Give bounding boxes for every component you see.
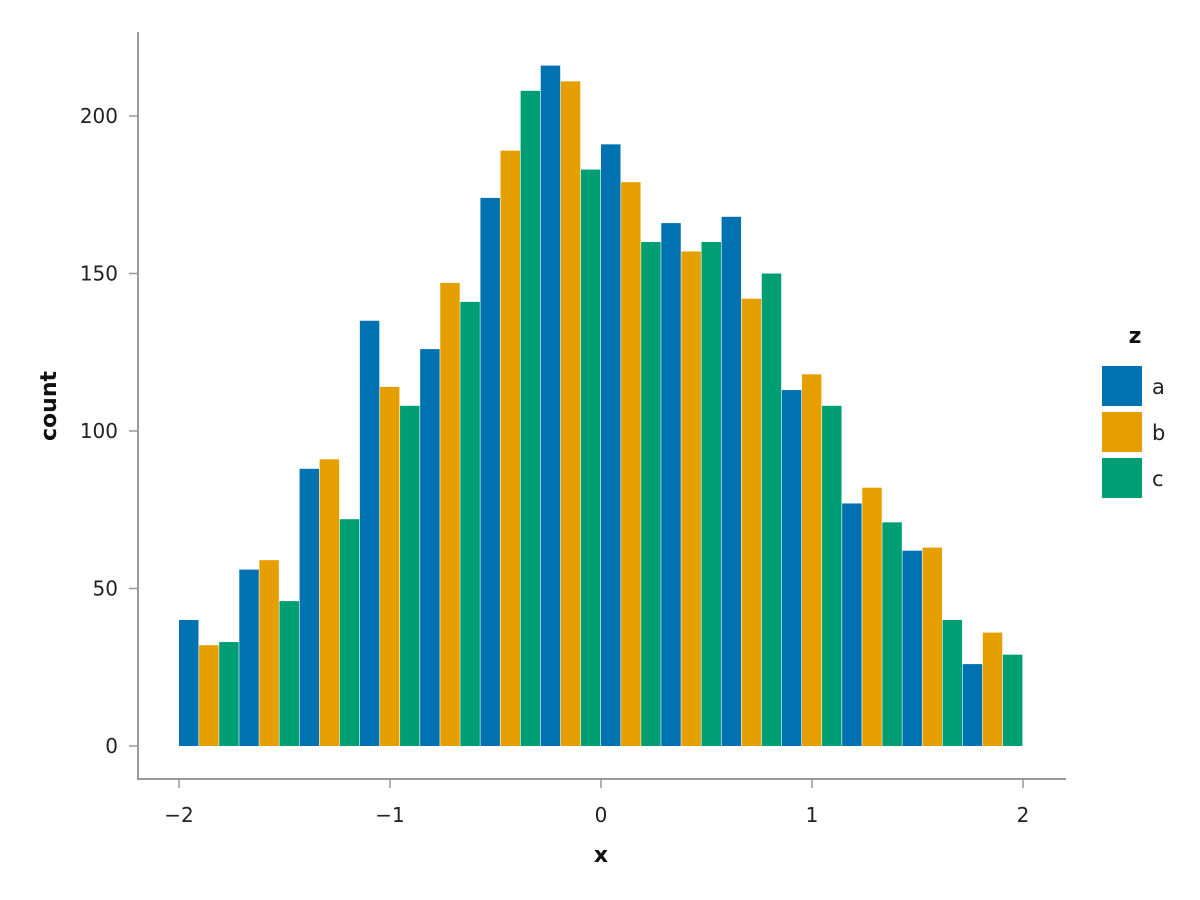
x-axis-title: x xyxy=(594,843,608,868)
bar-a-bin-1 xyxy=(239,569,259,746)
x-tick-label-4: 2 xyxy=(1017,803,1030,827)
y-tick-label-4: 200 xyxy=(80,104,118,128)
bar-c-bin-9 xyxy=(761,273,782,746)
y-tick-label-2: 100 xyxy=(80,419,118,443)
bars-layer xyxy=(179,65,1023,747)
bar-c-bin-13 xyxy=(1002,654,1023,746)
legend-items: abc xyxy=(1102,366,1165,498)
x-tick-label-3: 1 xyxy=(806,803,819,827)
bar-c-bin-12 xyxy=(942,620,963,746)
axis-spine xyxy=(137,32,1066,780)
bar-b-bin-2 xyxy=(319,459,340,746)
bar-b-bin-9 xyxy=(741,298,762,746)
y-tick-label-1: 50 xyxy=(93,577,118,601)
legend: z abc xyxy=(1102,324,1165,498)
bar-a-bin-2 xyxy=(299,468,320,746)
bar-c-bin-6 xyxy=(580,169,601,747)
bar-b-bin-6 xyxy=(560,81,581,747)
bar-a-bin-13 xyxy=(962,664,983,746)
bar-a-bin-6 xyxy=(540,65,561,747)
bar-b-bin-1 xyxy=(259,560,279,746)
legend-swatch-b xyxy=(1102,412,1142,452)
bar-c-bin-10 xyxy=(822,405,842,746)
bar-a-bin-5 xyxy=(480,197,500,746)
bar-a-bin-11 xyxy=(842,503,862,746)
bar-a-bin-3 xyxy=(359,320,380,746)
bar-a-bin-12 xyxy=(902,550,922,746)
legend-title: z xyxy=(1129,324,1142,349)
y-axis-ticks: 0 50 100 150 200 xyxy=(80,104,138,758)
bar-c-bin-11 xyxy=(882,522,902,746)
y-tick-label-0: 0 xyxy=(105,734,118,758)
legend-label-a: a xyxy=(1152,375,1165,399)
x-axis-ticks: −2 −1 0 1 2 xyxy=(164,779,1029,827)
bar-a-bin-8 xyxy=(661,223,681,747)
legend-label-b: b xyxy=(1152,421,1165,445)
bar-c-bin-4 xyxy=(460,301,480,746)
bar-c-bin-5 xyxy=(520,90,541,747)
x-tick-label-1: −1 xyxy=(375,803,404,827)
y-axis-title: count xyxy=(37,371,62,441)
bar-b-bin-7 xyxy=(621,182,641,746)
bar-b-bin-11 xyxy=(862,487,882,746)
bar-b-bin-5 xyxy=(500,150,521,746)
bar-b-bin-4 xyxy=(440,282,460,746)
bar-c-bin-0 xyxy=(219,642,239,746)
legend-swatch-c xyxy=(1102,458,1142,498)
bar-c-bin-1 xyxy=(279,601,299,746)
legend-swatch-a xyxy=(1102,366,1142,406)
y-tick-label-3: 150 xyxy=(80,262,118,286)
bar-a-bin-0 xyxy=(179,620,199,746)
bar-b-bin-10 xyxy=(801,374,822,746)
bar-c-bin-2 xyxy=(339,519,360,746)
bar-c-bin-8 xyxy=(701,242,721,746)
axes-layer xyxy=(137,32,1066,780)
bar-a-bin-4 xyxy=(420,349,440,746)
bar-c-bin-3 xyxy=(400,405,420,746)
bar-a-bin-10 xyxy=(781,390,802,746)
bar-b-bin-3 xyxy=(379,386,400,746)
bar-b-bin-8 xyxy=(681,251,701,746)
bar-b-bin-12 xyxy=(922,547,943,746)
bar-b-bin-13 xyxy=(982,632,1003,746)
legend-label-c: c xyxy=(1152,467,1164,491)
bar-c-bin-7 xyxy=(641,242,661,746)
bar-a-bin-9 xyxy=(721,216,742,747)
bar-a-bin-7 xyxy=(601,144,621,747)
x-tick-label-2: 0 xyxy=(595,803,608,827)
bar-b-bin-0 xyxy=(199,645,219,746)
x-tick-label-0: −2 xyxy=(164,803,193,827)
